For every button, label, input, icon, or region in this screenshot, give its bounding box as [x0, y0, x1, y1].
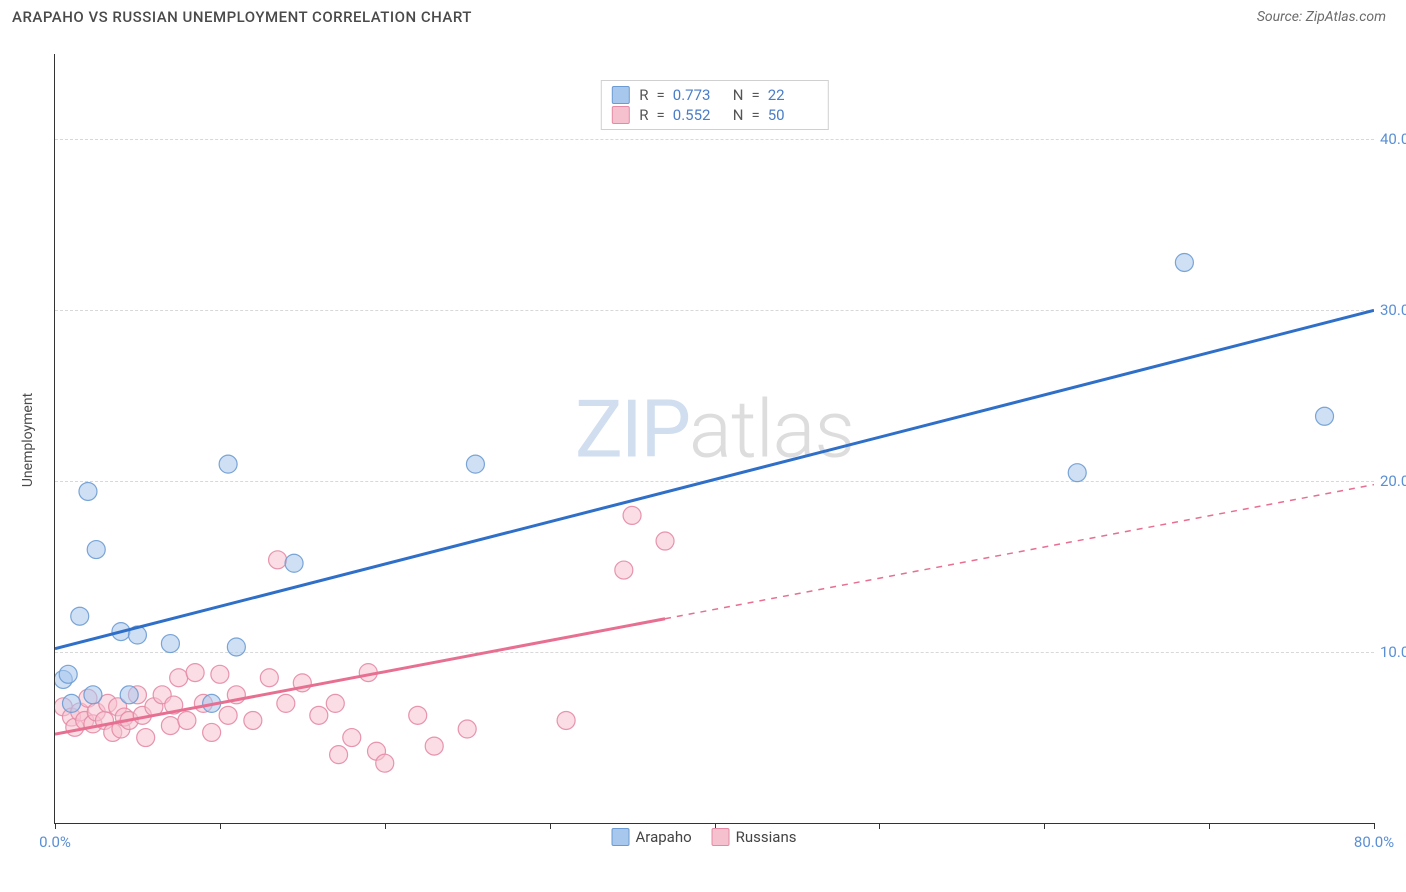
- scatter-point: [409, 706, 427, 724]
- scatter-point: [310, 706, 328, 724]
- xtick: [55, 823, 56, 829]
- xtick-label: 80.0%: [1354, 833, 1394, 851]
- ytick-label: 10.0%: [1380, 643, 1406, 661]
- scatter-point: [277, 694, 295, 712]
- xtick: [220, 823, 221, 829]
- source-value: ZipAtlas.com: [1306, 9, 1386, 25]
- scatter-point: [84, 686, 102, 704]
- scatter-point: [326, 694, 344, 712]
- eq-sign: =: [657, 106, 665, 124]
- scatter-point: [656, 532, 674, 550]
- scatter-point: [260, 669, 278, 687]
- scatter-point: [615, 561, 633, 579]
- scatter-point: [87, 541, 105, 559]
- ytick-label: 30.0%: [1380, 301, 1406, 319]
- scatter-point: [178, 711, 196, 729]
- scatter-point: [343, 729, 361, 747]
- legend-row-russians: R = 0.552 N = 50: [611, 105, 817, 125]
- scatter-point: [137, 729, 155, 747]
- r-label: R: [639, 106, 648, 124]
- source-label: Source:: [1257, 9, 1302, 25]
- eq-sign: =: [657, 86, 665, 104]
- eq-sign: =: [751, 86, 759, 104]
- n-value-russians: 50: [768, 106, 818, 124]
- swatch-russians: [611, 106, 629, 124]
- trend-line-extrapolated: [665, 485, 1374, 619]
- scatter-point: [79, 482, 97, 500]
- n-label: N: [733, 86, 744, 104]
- scatter-point: [1175, 253, 1193, 271]
- legend-item-arapaho: Arapaho: [612, 828, 692, 846]
- swatch-arapaho: [612, 828, 630, 846]
- legend-item-russians: Russians: [712, 828, 797, 846]
- scatter-point: [330, 746, 348, 764]
- xtick: [1374, 823, 1375, 829]
- plot-region: ZIPatlas R = 0.773 N = 22 R = 0.552 N = …: [54, 54, 1374, 824]
- trend-line: [55, 310, 1374, 648]
- swatch-russians: [712, 828, 730, 846]
- source-attribution: Source: ZipAtlas.com: [1257, 9, 1386, 25]
- legend-label-arapaho: Arapaho: [636, 828, 692, 846]
- legend-row-arapaho: R = 0.773 N = 22: [611, 85, 817, 105]
- xtick: [1044, 823, 1045, 829]
- header-bar: ARAPAHO VS RUSSIAN UNEMPLOYMENT CORRELAT…: [0, 0, 1406, 30]
- legend-label-russians: Russians: [736, 828, 797, 846]
- scatter-point: [623, 506, 641, 524]
- scatter-point: [161, 717, 179, 735]
- plot-svg: [55, 54, 1374, 823]
- scatter-point: [219, 455, 237, 473]
- scatter-point: [62, 694, 80, 712]
- scatter-point: [458, 720, 476, 738]
- scatter-point: [203, 723, 221, 741]
- scatter-point: [170, 669, 188, 687]
- scatter-point: [1316, 407, 1334, 425]
- ytick-label: 20.0%: [1380, 472, 1406, 490]
- scatter-point: [219, 706, 237, 724]
- scatter-point: [425, 737, 443, 755]
- scatter-point: [244, 711, 262, 729]
- scatter-point: [269, 551, 287, 569]
- series-legend: Arapaho Russians: [612, 828, 797, 846]
- scatter-point: [120, 686, 138, 704]
- r-value-russians: 0.552: [673, 106, 723, 124]
- scatter-point: [186, 664, 204, 682]
- scatter-point: [211, 665, 229, 683]
- eq-sign: =: [751, 106, 759, 124]
- ytick-label: 40.0%: [1380, 130, 1406, 148]
- scatter-point: [285, 554, 303, 572]
- xtick: [385, 823, 386, 829]
- scatter-point: [227, 638, 245, 656]
- r-label: R: [639, 86, 648, 104]
- scatter-point: [1068, 464, 1086, 482]
- scatter-point: [557, 711, 575, 729]
- n-label: N: [733, 106, 744, 124]
- chart-area: Unemployment ZIPatlas R = 0.773 N = 22 R…: [14, 30, 1394, 850]
- swatch-arapaho: [611, 86, 629, 104]
- y-axis-label: Unemployment: [20, 393, 36, 487]
- scatter-point: [161, 635, 179, 653]
- scatter-point: [466, 455, 484, 473]
- scatter-point: [71, 607, 89, 625]
- xtick-label: 0.0%: [39, 833, 71, 851]
- scatter-point: [59, 665, 77, 683]
- xtick: [879, 823, 880, 829]
- xtick: [1209, 823, 1210, 829]
- xtick: [550, 823, 551, 829]
- scatter-point: [376, 754, 394, 772]
- n-value-arapaho: 22: [768, 86, 818, 104]
- r-value-arapaho: 0.773: [673, 86, 723, 104]
- chart-title: ARAPAHO VS RUSSIAN UNEMPLOYMENT CORRELAT…: [12, 8, 472, 26]
- correlation-legend: R = 0.773 N = 22 R = 0.552 N = 50: [600, 80, 828, 130]
